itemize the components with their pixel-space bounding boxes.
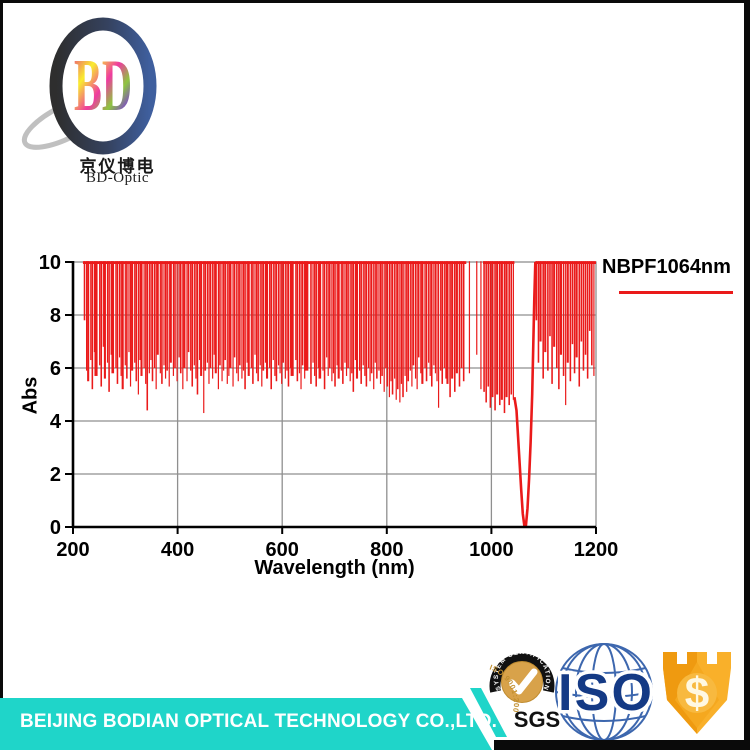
transmission-notch <box>513 261 537 527</box>
checkmark-icon <box>508 668 538 695</box>
svg-text:400: 400 <box>161 539 194 561</box>
svg-text:6: 6 <box>50 358 61 380</box>
banner-band <box>0 698 492 750</box>
svg-text:8: 8 <box>50 305 61 327</box>
logo-company-name-en: BD-Optic <box>85 170 150 186</box>
banner-company-name: BEIJING BODIAN OPTICAL TECHNOLOGY CO.,LT… <box>20 711 498 732</box>
svg-text:10: 10 <box>39 252 61 274</box>
sgs-label: SGS <box>514 707 560 732</box>
frame-border-top <box>0 0 750 3</box>
frame-border-right <box>744 0 750 741</box>
logo-company-name-cn: 京仪博电 <box>79 157 156 176</box>
svg-text:1200: 1200 <box>574 539 619 561</box>
x-axis-label: Wavelength (nm) <box>254 557 415 579</box>
svg-text:2: 2 <box>50 464 61 486</box>
svg-text:200: 200 <box>56 539 89 561</box>
legend-label: NBPF1064nm <box>602 256 731 278</box>
tick-marks <box>65 261 597 534</box>
logo-monogram: BD <box>74 45 132 127</box>
svg-text:600: 600 <box>266 539 299 561</box>
svg-text:4: 4 <box>50 411 62 433</box>
logo-ring <box>49 17 157 155</box>
sgs-black-arc <box>489 653 555 693</box>
frame-border-left <box>0 0 3 698</box>
tick-labels: 200 400 600 800 1000 1200 0 2 4 6 8 10 <box>39 252 619 561</box>
svg-text:1000: 1000 <box>469 539 514 561</box>
banner-accent-stripe <box>470 688 507 737</box>
frame-border-bottom <box>494 740 750 750</box>
legend-line-swatch <box>619 291 733 294</box>
dollar-icon: $ <box>685 669 709 718</box>
svg-text:0: 0 <box>50 517 61 539</box>
svg-text:800: 800 <box>370 539 403 561</box>
series-nbpf1064 <box>82 261 596 527</box>
dollar-shield-icon: $ <box>663 652 731 734</box>
axes <box>71 261 596 529</box>
